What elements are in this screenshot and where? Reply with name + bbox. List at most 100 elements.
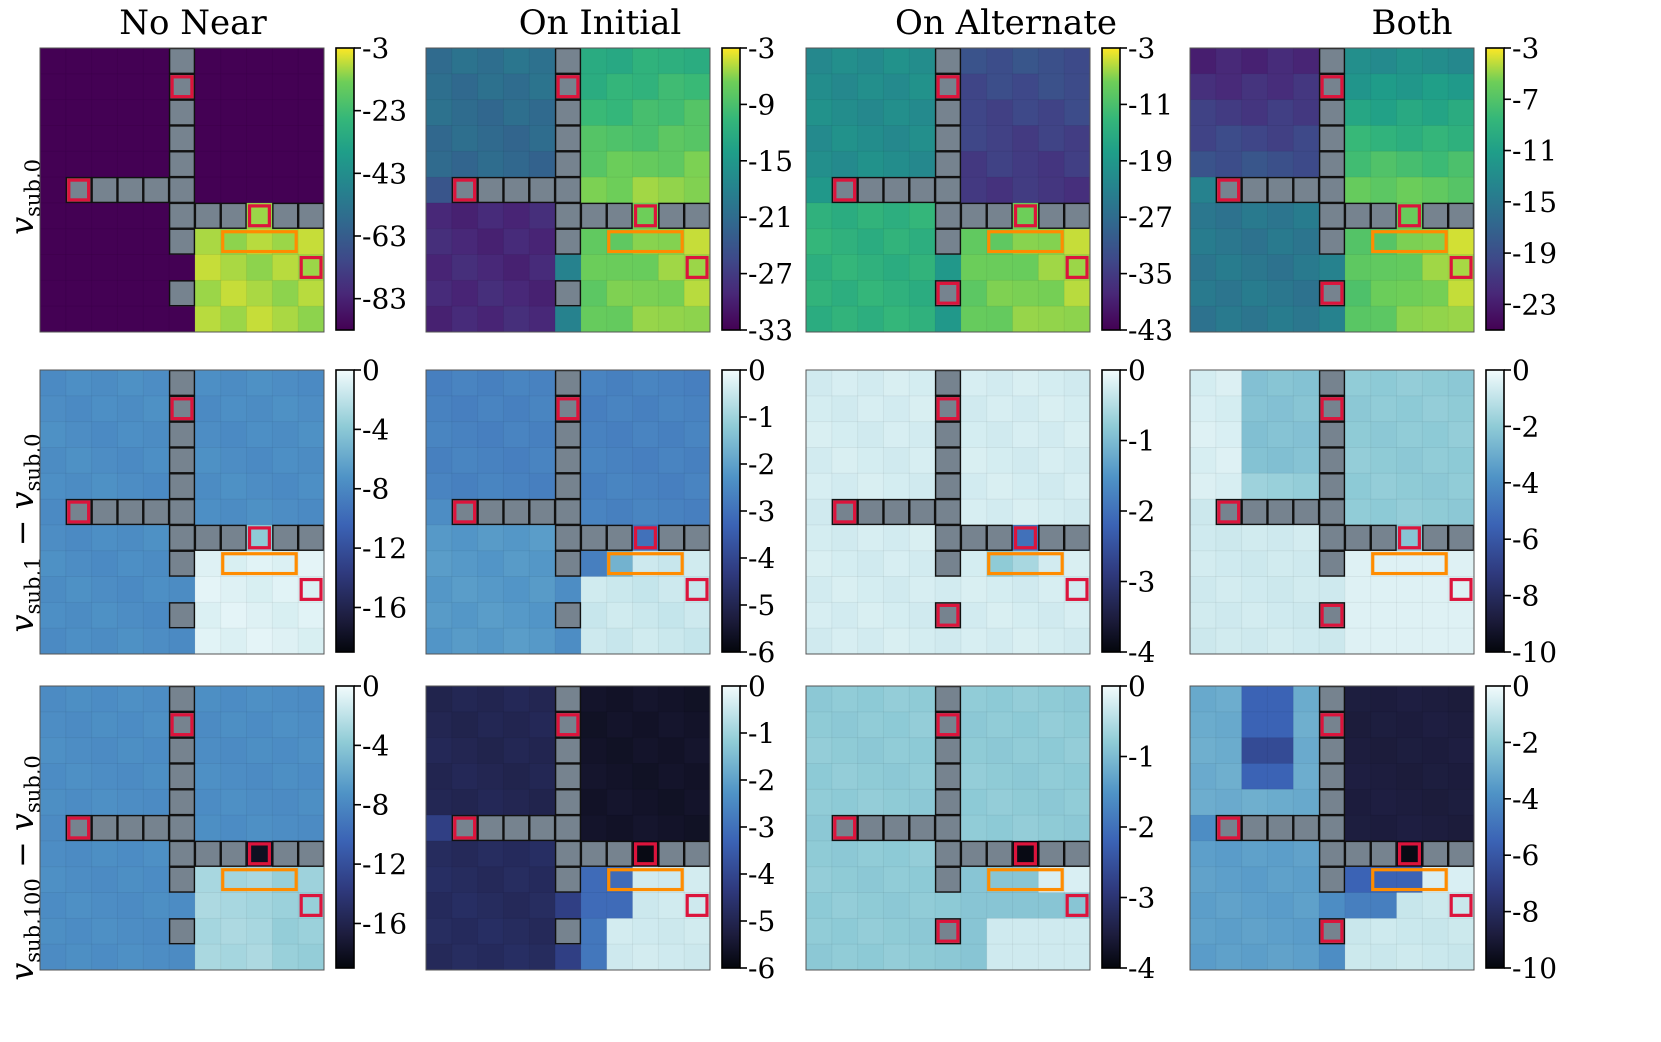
heatmap-cell bbox=[298, 370, 325, 397]
wall-cell bbox=[554, 711, 582, 738]
heatmap-cell bbox=[909, 473, 936, 500]
heatmap-cell bbox=[1422, 815, 1449, 842]
heatmap-cell bbox=[580, 99, 608, 126]
heatmap-cell bbox=[1370, 48, 1398, 75]
heatmap-cell bbox=[1215, 228, 1243, 256]
heatmap-cell bbox=[909, 125, 936, 152]
heatmap-cell bbox=[1370, 918, 1398, 945]
colorbar-tick-label: -8 bbox=[1512, 896, 1539, 929]
heatmap-cell bbox=[451, 550, 479, 578]
heatmap-cell bbox=[1448, 789, 1475, 816]
heatmap-cell bbox=[246, 254, 273, 281]
heatmap-cell bbox=[1038, 815, 1065, 842]
heatmap-cell bbox=[909, 280, 936, 307]
column-title-no-near: No Near bbox=[119, 3, 267, 43]
heatmap-cell bbox=[1190, 815, 1217, 842]
heatmap-cell bbox=[1422, 499, 1449, 526]
heatmap-cell bbox=[220, 99, 248, 126]
wall-cell bbox=[960, 840, 987, 867]
panel-r2-c1: 0-1-2-3-4-5-6 bbox=[425, 670, 775, 985]
heatmap-cell bbox=[986, 815, 1014, 842]
heatmap-cell bbox=[194, 447, 222, 474]
red-marker bbox=[936, 281, 960, 305]
heatmap-cell bbox=[831, 421, 859, 448]
orange-marker bbox=[987, 868, 1064, 892]
heatmap-cell bbox=[40, 395, 67, 423]
wall-cell bbox=[168, 73, 196, 100]
heatmap-cell bbox=[1241, 550, 1268, 578]
heatmap-cell bbox=[65, 99, 93, 126]
heatmap-cell bbox=[1422, 789, 1449, 816]
heatmap-cell bbox=[1038, 737, 1065, 764]
heatmap-cell bbox=[1241, 473, 1268, 500]
colorbar-tick-label: 0 bbox=[1512, 354, 1530, 387]
red-marker bbox=[1397, 526, 1421, 550]
heatmap-cell bbox=[451, 125, 479, 152]
heatmap-cell bbox=[1448, 628, 1475, 655]
heatmap-cell bbox=[220, 254, 248, 281]
heatmap-cell bbox=[1344, 306, 1372, 333]
heatmap-cell bbox=[40, 499, 67, 526]
heatmap-cell bbox=[1344, 421, 1372, 448]
heatmap-cell bbox=[1012, 370, 1039, 397]
heatmap-cell bbox=[246, 421, 273, 448]
wall-cell bbox=[554, 473, 582, 500]
heatmap-cell bbox=[451, 576, 479, 603]
heatmap-cell bbox=[426, 628, 453, 655]
heatmap-cell bbox=[1267, 711, 1294, 739]
heatmap-cell bbox=[1241, 944, 1268, 971]
heatmap-cell bbox=[477, 447, 504, 474]
wall-cell bbox=[477, 498, 504, 526]
heatmap-cell bbox=[632, 602, 659, 629]
heatmap-cell bbox=[246, 125, 273, 152]
heatmap-cell bbox=[117, 737, 144, 764]
heatmap-cell bbox=[632, 177, 659, 204]
heatmap-cell bbox=[426, 177, 453, 204]
heatmap-cell bbox=[1396, 73, 1423, 101]
heatmap-cell bbox=[1190, 499, 1217, 526]
heatmap-cell bbox=[1293, 576, 1320, 603]
heatmap-cell bbox=[117, 789, 144, 816]
heatmap-cell bbox=[298, 151, 325, 178]
heatmap-cell bbox=[1370, 789, 1398, 816]
heatmap-cell bbox=[684, 306, 711, 333]
heatmap-cell bbox=[220, 944, 248, 971]
wall-cell bbox=[297, 524, 325, 551]
heatmap-cell bbox=[580, 228, 608, 256]
heatmap-cell bbox=[1215, 202, 1243, 230]
heatmap-cell bbox=[806, 550, 833, 578]
wall-cell bbox=[1344, 202, 1371, 229]
heatmap-cell bbox=[529, 395, 556, 423]
heatmap-cell bbox=[503, 254, 530, 281]
heatmap-cell bbox=[883, 918, 910, 945]
heatmap-cell bbox=[40, 789, 67, 816]
heatmap-cell bbox=[40, 686, 67, 713]
heatmap-cell bbox=[1064, 628, 1091, 655]
heatmap-cell bbox=[1012, 395, 1039, 423]
heatmap-cell bbox=[529, 306, 556, 333]
heatmap-cell bbox=[1370, 815, 1398, 842]
heatmap-cell bbox=[143, 48, 170, 75]
panel-frame bbox=[805, 47, 1091, 333]
heatmap-cell bbox=[684, 737, 711, 764]
wall-cell bbox=[934, 840, 962, 867]
heatmap-cell bbox=[606, 99, 634, 126]
heatmap-cell bbox=[1370, 686, 1398, 713]
wall-cell bbox=[934, 202, 962, 229]
wall-cell bbox=[1063, 840, 1091, 867]
red-marker bbox=[1320, 397, 1344, 421]
heatmap-cell bbox=[194, 48, 222, 75]
heatmap-cell bbox=[298, 73, 325, 101]
orange-marker bbox=[221, 552, 298, 576]
heatmap-cell bbox=[503, 628, 530, 655]
heatmap-cell bbox=[1190, 711, 1217, 739]
heatmap-cell bbox=[272, 254, 299, 281]
heatmap-cell bbox=[606, 711, 634, 739]
heatmap-cell bbox=[40, 840, 67, 868]
heatmap-cell bbox=[909, 737, 936, 764]
heatmap-cell bbox=[117, 202, 144, 230]
wall-cell bbox=[297, 202, 325, 229]
heatmap-cell bbox=[451, 944, 479, 971]
heatmap-cell bbox=[272, 370, 299, 397]
red-marker bbox=[556, 397, 580, 421]
